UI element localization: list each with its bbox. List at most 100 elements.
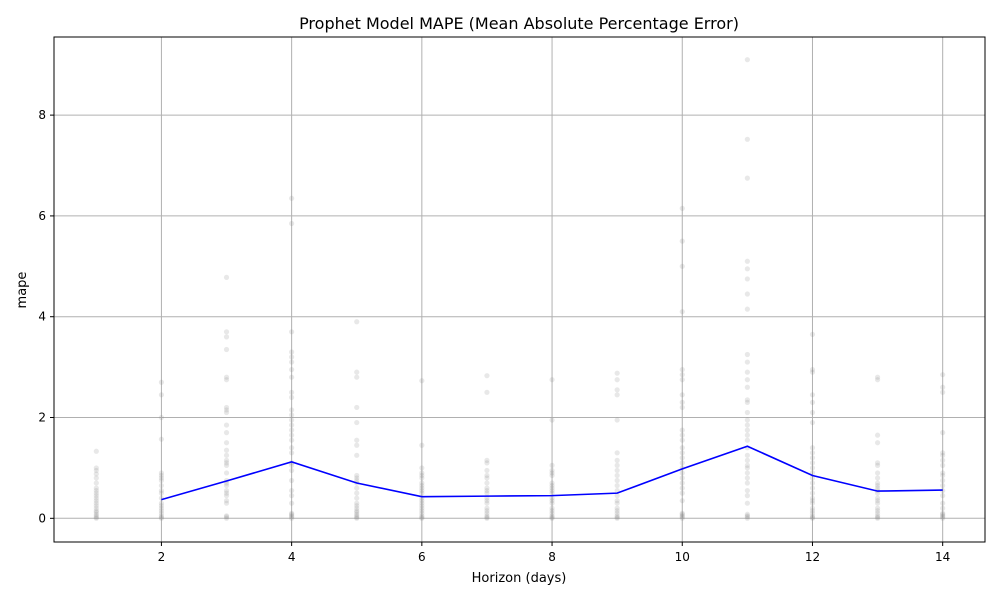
mape-point: [419, 378, 425, 384]
mape-point: [484, 460, 490, 466]
mape-point: [874, 498, 881, 504]
mape-point: [874, 500, 881, 506]
mape-point: [940, 430, 946, 436]
mape-point: [158, 477, 165, 484]
mape-point: [614, 505, 620, 511]
mape-point: [744, 399, 750, 405]
y-axis-label: mape: [15, 272, 30, 309]
mape-point: [158, 414, 165, 421]
mape-point: [744, 417, 750, 423]
mape-point: [940, 450, 946, 456]
mape-point: [354, 505, 360, 511]
plot-frame: [53, 36, 986, 543]
mape-point: [940, 511, 946, 517]
mape-point: [223, 407, 230, 413]
mape-point: [484, 513, 490, 519]
mape-point: [223, 482, 230, 489]
mape-point: [614, 450, 620, 456]
mape-point: [419, 515, 425, 521]
mape-point: [93, 508, 99, 514]
mape-point: [93, 490, 99, 496]
mape-point: [809, 514, 816, 520]
mape-point: [679, 437, 685, 443]
mape-point: [809, 399, 816, 405]
mape-point: [874, 510, 881, 516]
mape-point: [93, 465, 99, 471]
mape-point: [614, 387, 620, 393]
mape-point: [809, 455, 816, 461]
mape-point: [158, 475, 165, 481]
mape-point: [614, 392, 620, 398]
mape-point: [744, 276, 750, 282]
mape-point: [744, 175, 750, 181]
mape-point: [809, 475, 816, 481]
y-tick-label: 4: [38, 310, 46, 324]
mape-point: [614, 377, 620, 383]
mape-point: [419, 482, 425, 489]
mape-point: [679, 309, 685, 315]
mape-point: [809, 495, 816, 501]
mape-point: [223, 430, 230, 436]
mape-point: [354, 419, 360, 426]
mape-point: [93, 471, 99, 477]
mape-point: [940, 513, 946, 519]
mape-point: [289, 329, 295, 335]
mape-point: [223, 440, 230, 446]
mape-point: [419, 500, 425, 506]
mape-point: [484, 508, 490, 514]
mape-point: [354, 508, 360, 514]
mape-point: [874, 462, 881, 468]
mape-point: [744, 511, 750, 517]
mape-point: [744, 513, 750, 519]
mape-point: [614, 510, 620, 516]
mape-point: [809, 513, 816, 519]
mape-point: [93, 485, 99, 491]
mape-point: [874, 470, 881, 476]
mape-point: [744, 457, 750, 463]
mape-point: [158, 508, 165, 514]
mape-point: [289, 487, 295, 494]
mape-point: [223, 498, 230, 504]
mape-point: [744, 500, 750, 506]
mape-point: [223, 346, 230, 353]
mape-point: [679, 475, 685, 481]
mape-point: [940, 505, 946, 511]
mape-point: [809, 485, 816, 491]
mape-point: [484, 514, 490, 520]
mape-point: [158, 392, 165, 398]
mape-point: [289, 359, 295, 365]
mape-point: [549, 417, 555, 423]
mape-point: [614, 482, 620, 489]
mape-point: [809, 510, 816, 516]
mape-point: [93, 503, 99, 509]
mape-point: [809, 505, 816, 511]
mape-point: [744, 136, 750, 142]
mape-point: [744, 437, 750, 443]
mape-point: [809, 419, 816, 426]
mape-point: [679, 485, 685, 491]
mape-point: [158, 436, 165, 442]
mape-point: [809, 450, 816, 456]
mape-point: [549, 514, 555, 520]
mape-point: [679, 367, 685, 373]
mape-point: [419, 503, 425, 509]
mape-point: [419, 498, 425, 504]
mape-point: [549, 467, 555, 474]
mape-point: [679, 377, 685, 383]
mape-point: [809, 367, 816, 373]
mape-point: [223, 470, 230, 476]
x-tick-label: 14: [935, 550, 950, 564]
mape-point: [874, 508, 881, 514]
mape-point: [744, 266, 750, 272]
mape-point: [940, 389, 946, 395]
mape-point: [93, 511, 99, 517]
mape-point: [484, 472, 490, 479]
mape-point: [223, 493, 230, 499]
chart-title: Prophet Model MAPE (Mean Absolute Percen…: [299, 14, 739, 33]
x-tick-label: 8: [548, 550, 556, 564]
mape-point: [549, 485, 555, 491]
mape-point: [679, 513, 685, 519]
mape-point: [679, 392, 685, 398]
mape-point: [874, 482, 881, 489]
mape-point: [744, 258, 750, 264]
